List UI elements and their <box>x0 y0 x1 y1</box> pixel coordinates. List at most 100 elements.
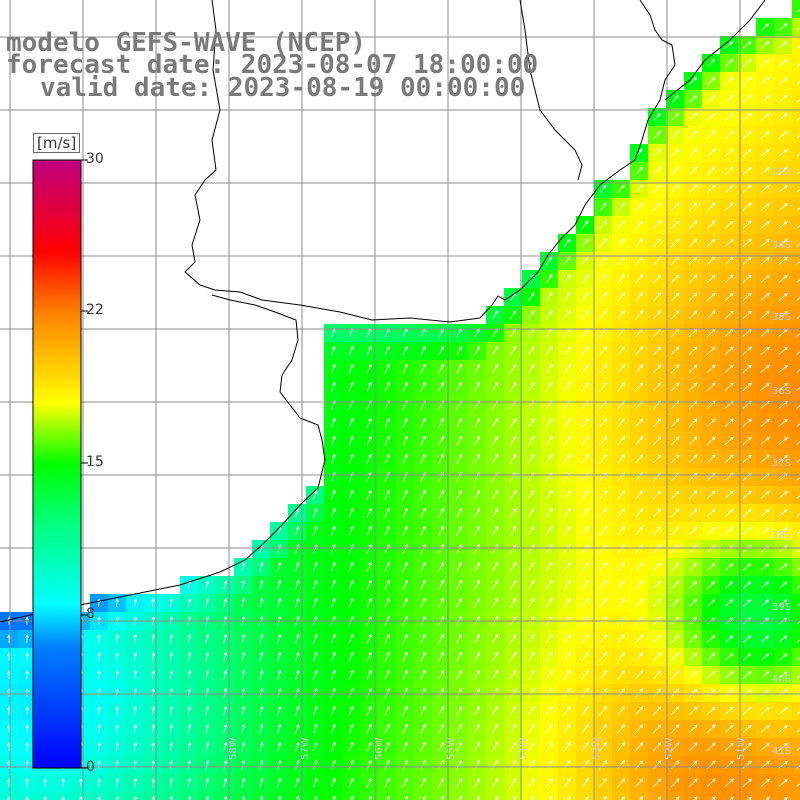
wind-arrow <box>635 238 644 248</box>
wind-arrow <box>402 381 408 392</box>
wind-arrow <box>725 41 734 49</box>
wind-arrow <box>796 369 800 373</box>
coastline <box>0 0 766 623</box>
wind-arrow <box>760 563 770 571</box>
wind-arrow <box>617 364 625 374</box>
wind-arrow <box>599 364 607 374</box>
wind-arrow <box>259 561 264 572</box>
wind-arrow <box>527 310 535 320</box>
wind-arrow <box>420 543 426 554</box>
wind-arrow <box>151 688 156 698</box>
wind-arrow <box>724 778 734 788</box>
wind-arrow <box>688 706 698 716</box>
wind-cell <box>792 324 800 342</box>
wind-arrow <box>779 581 788 589</box>
wind-arrow <box>295 705 300 716</box>
wind-arrow <box>545 544 553 554</box>
wind-cell <box>792 756 800 774</box>
wind-arrow <box>725 563 734 571</box>
wind-arrow <box>617 292 625 302</box>
wind-arrow <box>765 796 770 800</box>
wind-cell <box>792 630 800 648</box>
wind-arrow <box>796 675 800 679</box>
wind-arrow <box>635 256 644 266</box>
wind-arrow <box>599 310 607 320</box>
wind-cell <box>684 792 702 800</box>
lat-label-40s: 40S <box>772 674 792 685</box>
wind-arrow <box>259 651 264 662</box>
wind-arrow <box>742 778 752 788</box>
wind-arrow <box>295 777 300 788</box>
wind-arrow <box>689 76 697 85</box>
wind-arrow <box>796 207 800 211</box>
wind-cell <box>792 432 800 450</box>
wind-arrow <box>670 688 680 698</box>
wind-arrow <box>760 310 770 319</box>
wind-arrow <box>420 777 426 788</box>
wind-arrow <box>796 585 800 589</box>
wind-arrow <box>402 651 408 662</box>
wind-arrow <box>312 669 318 680</box>
wind-arrow <box>652 778 662 788</box>
wind-arrow <box>330 633 336 644</box>
wind-arrow <box>366 363 372 374</box>
wind-arrow <box>693 796 698 800</box>
wind-arrow <box>581 436 589 446</box>
wind-cell <box>792 144 800 162</box>
wind-arrow <box>348 759 354 770</box>
wind-arrow <box>563 544 571 554</box>
wind-cell <box>792 180 800 198</box>
wind-cell <box>792 234 800 252</box>
wind-arrow <box>778 238 788 247</box>
wind-arrow <box>742 454 752 464</box>
wind-arrow <box>617 238 625 248</box>
wind-arrow <box>653 652 662 662</box>
wind-arrow <box>296 795 300 800</box>
wind-arrow <box>115 598 119 607</box>
wind-arrow <box>438 777 444 788</box>
wind-arrow <box>366 633 372 644</box>
wind-arrow <box>438 579 444 590</box>
wind-arrow <box>778 563 788 571</box>
wind-arrow <box>348 453 354 464</box>
wind-arrow <box>509 580 517 590</box>
wind-arrow <box>97 634 101 644</box>
coastline-south-path <box>0 294 326 623</box>
wind-arrow <box>97 795 101 800</box>
wind-arrow <box>402 435 408 446</box>
wind-arrow <box>366 579 372 590</box>
wind-arrow <box>330 579 336 590</box>
wind-arrow <box>742 706 752 715</box>
wind-arrow <box>742 166 752 175</box>
wind-cell <box>792 288 800 306</box>
wind-arrow <box>581 742 589 752</box>
wind-arrow <box>366 381 372 392</box>
wind-arrow <box>707 652 716 661</box>
wind-arrow <box>783 796 789 800</box>
wind-arrow <box>724 688 734 697</box>
wind-arrow <box>689 148 698 158</box>
wind-arrow <box>581 490 589 500</box>
wind-arrow <box>187 777 192 788</box>
wind-arrow <box>205 759 210 770</box>
wind-arrow <box>259 795 264 800</box>
wind-arrow <box>115 652 119 662</box>
wind-arrow <box>151 777 156 788</box>
wind-arrow <box>653 274 662 284</box>
wind-arrow <box>653 418 662 428</box>
wind-arrow <box>420 345 426 356</box>
wind-arrow <box>438 705 444 716</box>
wind-arrow <box>474 346 480 356</box>
wind-arrow <box>402 525 408 536</box>
wind-arrow <box>366 417 372 428</box>
wind-arrow <box>295 669 300 680</box>
wind-arrow <box>796 297 800 301</box>
wind-arrow <box>527 777 535 788</box>
wind-arrow <box>653 256 662 266</box>
wind-arrow <box>724 382 734 392</box>
wind-arrow <box>456 489 462 500</box>
wind-arrow <box>25 688 29 697</box>
wind-arrow <box>384 777 390 788</box>
wind-arrow <box>707 544 716 553</box>
